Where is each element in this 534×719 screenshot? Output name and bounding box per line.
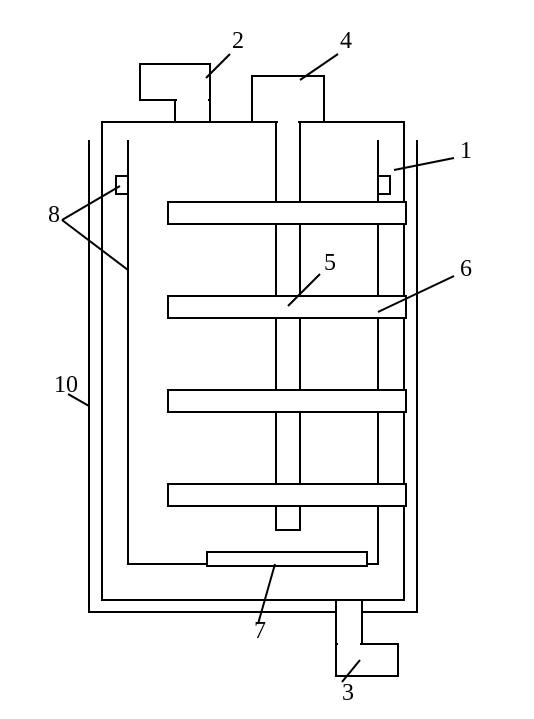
svg-text:6: 6 xyxy=(460,256,472,282)
svg-text:4: 4 xyxy=(340,28,352,54)
svg-text:10: 10 xyxy=(54,372,78,398)
svg-text:7: 7 xyxy=(254,618,266,644)
svg-text:3: 3 xyxy=(342,680,354,706)
svg-text:8: 8 xyxy=(48,202,60,228)
svg-text:2: 2 xyxy=(232,28,244,54)
svg-text:1: 1 xyxy=(460,138,472,164)
diagram-svg: 2 4 1 8 5 6 10 7 3 xyxy=(0,0,534,719)
svg-text:5: 5 xyxy=(324,250,336,276)
